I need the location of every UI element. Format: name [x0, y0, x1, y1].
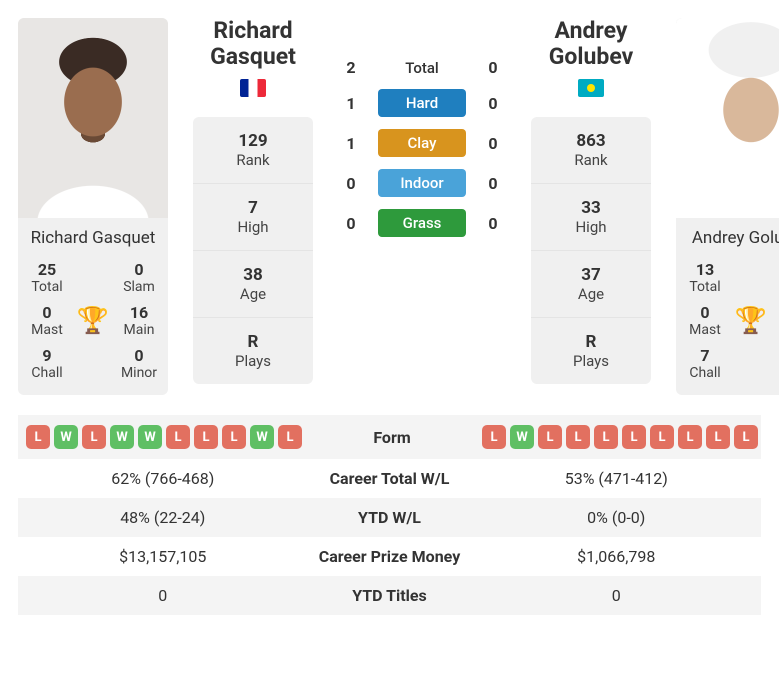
- p2-plays: RPlays: [531, 317, 651, 384]
- p2-trophy-slam: 0Slam: [774, 260, 779, 295]
- p1-ytd-wl: 48% (22-24): [26, 508, 300, 527]
- cmp-career-wl-label: Career Total W/L: [300, 469, 480, 488]
- trophy-icon: 🏆: [74, 306, 112, 336]
- player2-name: Andrey Golubev: [676, 218, 779, 254]
- h2h-total-l: 2: [338, 58, 364, 77]
- p1-trophy-main: 16Main: [116, 303, 162, 338]
- player1-trophies: 25Total 0Slam 0Mast 🏆 16Main 9Chall 0Min…: [18, 254, 168, 395]
- h2h-indoor-row: 0 Indoor 0: [338, 169, 506, 197]
- grass-pill[interactable]: Grass: [378, 209, 466, 237]
- cmp-prize-label: Career Prize Money: [300, 547, 480, 566]
- player1-card[interactable]: Richard Gasquet 25Total 0Slam 0Mast 🏆 16…: [18, 18, 168, 395]
- player1-photo: [18, 18, 168, 218]
- cmp-form-row: LWLWWLLLWL Form LWLLLLLLLL: [18, 415, 761, 459]
- form-chip: L: [166, 425, 190, 449]
- player1-stats: 129Rank 7High 38Age RPlays: [193, 117, 313, 384]
- p2-rank: 863Rank: [531, 117, 651, 183]
- p1-career-wl: 62% (766-468): [26, 469, 300, 488]
- h2h-hard-row: 1 Hard 0: [338, 89, 506, 117]
- p1-trophy-mast: 0Mast: [24, 303, 70, 338]
- form-chip: L: [82, 425, 106, 449]
- form-chip: L: [622, 425, 646, 449]
- player2-form: LWLLLLLLLL: [482, 425, 758, 449]
- form-chip: W: [110, 425, 134, 449]
- cmp-ytd-titles-label: YTD Titles: [300, 586, 480, 605]
- p1-trophy-slam: 0Slam: [116, 260, 162, 295]
- form-chip: W: [510, 425, 534, 449]
- player2-stats: 863Rank 33High 37Age RPlays: [531, 117, 651, 384]
- france-flag-icon: [240, 79, 266, 97]
- p2-trophy-main: 1Main: [774, 303, 779, 338]
- trophy-icon: 🏆: [732, 306, 770, 336]
- h2h-total-r: 0: [480, 58, 506, 77]
- p1-trophy-total: 25Total: [24, 260, 70, 295]
- p1-ytd-titles: 0: [26, 586, 300, 605]
- p2-age: 37Age: [531, 250, 651, 317]
- h2h-column: 2 Total 0 1 Hard 0 1 Clay 0 0 Indoor 0 0: [338, 18, 506, 395]
- form-chip: L: [594, 425, 618, 449]
- form-chip: L: [222, 425, 246, 449]
- h2h-clay-row: 1 Clay 0: [338, 129, 506, 157]
- form-chip: W: [138, 425, 162, 449]
- p1-trophy-chall: 9Chall: [24, 346, 70, 381]
- h2h-total-row: 2 Total 0: [338, 58, 506, 77]
- form-chip: L: [734, 425, 758, 449]
- player2-header: AndreyGolubev 863Rank 33High 37Age RPlay…: [516, 18, 666, 384]
- form-chip: L: [194, 425, 218, 449]
- p1-rank: 129Rank: [193, 117, 313, 183]
- p2-high: 33High: [531, 183, 651, 250]
- player1-header: RichardGasquet 129Rank 7High 38Age RPlay…: [178, 18, 328, 384]
- p2-ytd-titles: 0: [480, 586, 754, 605]
- indoor-pill[interactable]: Indoor: [378, 169, 466, 197]
- p2-trophy-mast: 0Mast: [682, 303, 728, 338]
- cmp-ytd-wl-row: 48% (22-24) YTD W/L 0% (0-0): [18, 498, 761, 537]
- form-chip: L: [706, 425, 730, 449]
- player2-trophies: 13Total 0Slam 0Mast 🏆 1Main 7Chall 5Mino…: [676, 254, 779, 395]
- h2h-total-label: Total: [378, 59, 466, 77]
- cmp-form-label: Form: [302, 428, 482, 447]
- p1-age: 38Age: [193, 250, 313, 317]
- h2h-grass-row: 0 Grass 0: [338, 209, 506, 237]
- form-chip: L: [26, 425, 50, 449]
- clay-pill[interactable]: Clay: [378, 129, 466, 157]
- p1-plays: RPlays: [193, 317, 313, 384]
- p2-career-wl: 53% (471-412): [480, 469, 754, 488]
- p2-trophy-chall: 7Chall: [682, 346, 728, 381]
- player2-card[interactable]: Andrey Golubev 13Total 0Slam 0Mast 🏆 1Ma…: [676, 18, 779, 395]
- hard-pill[interactable]: Hard: [378, 89, 466, 117]
- cmp-ytd-wl-label: YTD W/L: [300, 508, 480, 527]
- kazakhstan-flag-icon: [578, 79, 604, 97]
- form-chip: L: [566, 425, 590, 449]
- p1-high: 7High: [193, 183, 313, 250]
- form-chip: W: [250, 425, 274, 449]
- p2-prize: $1,066,798: [480, 547, 754, 566]
- p1-trophy-minor: 0Minor: [116, 346, 162, 381]
- form-chip: L: [482, 425, 506, 449]
- cmp-ytd-titles-row: 0 YTD Titles 0: [18, 576, 761, 615]
- form-chip: L: [278, 425, 302, 449]
- p2-trophy-total: 13Total: [682, 260, 728, 295]
- player2-photo: [676, 18, 779, 218]
- form-chip: W: [54, 425, 78, 449]
- p2-ytd-wl: 0% (0-0): [480, 508, 754, 527]
- cmp-career-wl-row: 62% (766-468) Career Total W/L 53% (471-…: [18, 459, 761, 498]
- p1-prize: $13,157,105: [26, 547, 300, 566]
- form-chip: L: [678, 425, 702, 449]
- cmp-prize-row: $13,157,105 Career Prize Money $1,066,79…: [18, 537, 761, 576]
- comparison-table: LWLWWLLLWL Form LWLLLLLLLL 62% (766-468)…: [18, 415, 761, 615]
- player1-name: Richard Gasquet: [18, 218, 168, 254]
- form-chip: L: [650, 425, 674, 449]
- p2-trophy-minor: 5Minor: [774, 346, 779, 381]
- player1-form: LWLWWLLLWL: [26, 425, 302, 449]
- form-chip: L: [538, 425, 562, 449]
